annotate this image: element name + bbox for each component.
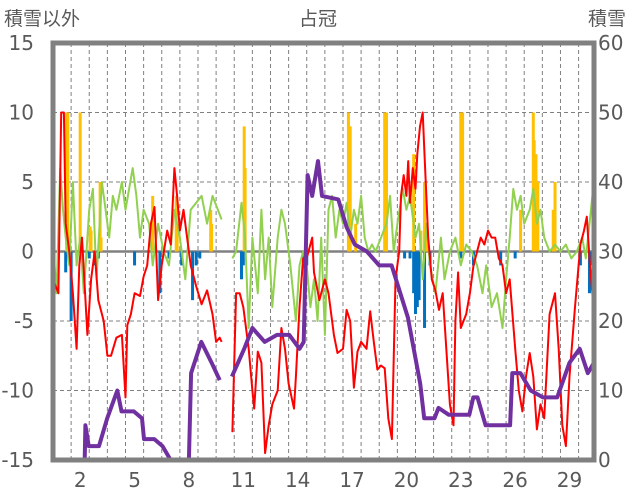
bar-negative bbox=[412, 251, 416, 294]
bar-positive bbox=[354, 223, 358, 252]
bar-negative bbox=[64, 251, 68, 273]
bar-negative bbox=[578, 251, 582, 266]
left-tick-label: -5 bbox=[14, 309, 34, 333]
bar-negative bbox=[241, 251, 245, 266]
x-tick-label: 17 bbox=[339, 468, 364, 492]
bar-negative bbox=[499, 251, 503, 266]
right-axis-title: 積雪 bbox=[588, 8, 626, 30]
right-tick-label: 60 bbox=[598, 31, 623, 55]
x-tick-label: 11 bbox=[231, 468, 256, 492]
series-line-purple bbox=[53, 159, 596, 462]
left-tick-label: 0 bbox=[21, 240, 34, 264]
right-tick-label: 0 bbox=[598, 448, 611, 472]
left-axis-title: 積雪以外 bbox=[4, 8, 80, 30]
x-tick-label: 20 bbox=[394, 468, 419, 492]
bar-positive bbox=[412, 154, 416, 252]
bar-positive bbox=[519, 209, 523, 252]
series-line-red bbox=[52, 111, 595, 455]
right-tick-label: 10 bbox=[598, 379, 623, 403]
bar-positive bbox=[384, 112, 388, 252]
bar-positive bbox=[175, 223, 179, 252]
x-tick-label: 14 bbox=[285, 468, 310, 492]
bar-negative bbox=[417, 251, 421, 301]
left-tick-label: 5 bbox=[21, 170, 34, 194]
bar-negative bbox=[589, 251, 593, 266]
chart-title: 占冠 bbox=[299, 8, 337, 30]
bar-positive bbox=[461, 112, 465, 252]
bar-positive bbox=[99, 237, 103, 252]
right-tick-label: 20 bbox=[598, 309, 623, 333]
x-tick-label: 26 bbox=[502, 468, 527, 492]
bar-positive bbox=[551, 209, 555, 252]
bar-negative bbox=[408, 251, 412, 259]
bar-positive bbox=[78, 112, 82, 252]
bar-negative bbox=[167, 251, 171, 259]
right-tick-label: 30 bbox=[598, 240, 623, 264]
bar-negative bbox=[415, 251, 419, 308]
bar-positive bbox=[423, 182, 427, 252]
bar-positive bbox=[66, 112, 70, 252]
plot-frame bbox=[50, 40, 597, 463]
bar-negative bbox=[423, 251, 427, 328]
left-tick-label: -15 bbox=[1, 448, 34, 472]
left-tick-label: 10 bbox=[9, 101, 34, 125]
bar-positive bbox=[210, 223, 214, 252]
bar-negative bbox=[459, 251, 463, 259]
bar-negative bbox=[87, 251, 91, 259]
right-tick-label: 50 bbox=[598, 101, 623, 125]
bar-positive bbox=[151, 195, 155, 252]
series-lines bbox=[52, 111, 596, 462]
left-tick-label: 15 bbox=[9, 31, 34, 55]
bar-negative bbox=[194, 251, 198, 266]
bar-positive bbox=[243, 168, 247, 252]
bar-positive bbox=[553, 182, 557, 252]
bar-positive bbox=[534, 154, 538, 252]
bar-negative bbox=[413, 251, 417, 315]
left-tick-label: -10 bbox=[1, 379, 34, 403]
right-tick-label: 40 bbox=[598, 170, 623, 194]
bar-positive bbox=[89, 230, 93, 252]
bar-positive bbox=[348, 126, 352, 252]
bar-negative bbox=[133, 251, 137, 266]
bar-negative bbox=[69, 251, 73, 321]
bar-negative bbox=[513, 251, 517, 259]
x-tick-label: 5 bbox=[128, 468, 141, 492]
bar-negative bbox=[158, 251, 162, 294]
x-tick-label: 23 bbox=[448, 468, 473, 492]
x-tick-label: 8 bbox=[183, 468, 196, 492]
bar-negative bbox=[587, 251, 591, 294]
x-tick-label: 29 bbox=[557, 468, 582, 492]
bar-negative bbox=[239, 251, 243, 280]
bar-negative bbox=[403, 251, 407, 259]
bar-negative bbox=[198, 251, 202, 259]
x-tick-label: 2 bbox=[74, 468, 87, 492]
